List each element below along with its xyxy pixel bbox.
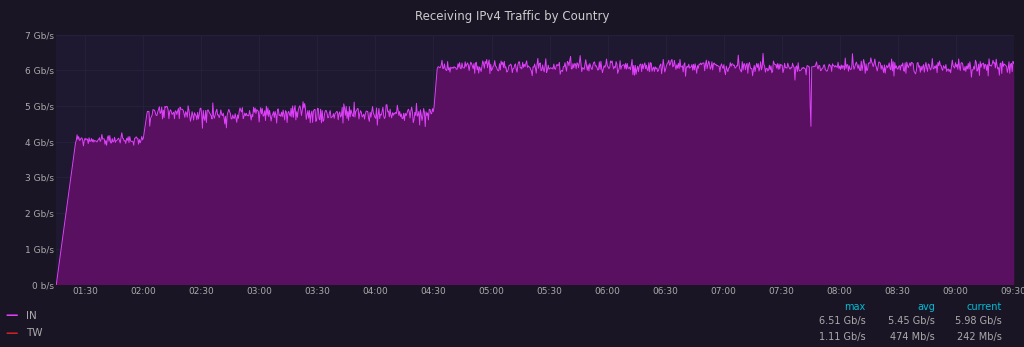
Text: 5.45 Gb/s: 5.45 Gb/s (888, 316, 935, 326)
Text: 5.98 Gb/s: 5.98 Gb/s (954, 316, 1001, 326)
Text: 1.11 Gb/s: 1.11 Gb/s (818, 332, 865, 341)
Text: —: — (5, 327, 17, 340)
Text: current: current (966, 302, 1001, 312)
Text: 6.51 Gb/s: 6.51 Gb/s (818, 316, 865, 326)
Text: max: max (844, 302, 865, 312)
Text: —: — (5, 309, 17, 322)
Text: 242 Mb/s: 242 Mb/s (956, 332, 1001, 341)
Text: avg: avg (918, 302, 935, 312)
Text: 474 Mb/s: 474 Mb/s (890, 332, 935, 341)
Text: TW: TW (26, 328, 42, 338)
Text: Receiving IPv4 Traffic by Country: Receiving IPv4 Traffic by Country (415, 10, 609, 23)
Text: IN: IN (26, 311, 36, 321)
